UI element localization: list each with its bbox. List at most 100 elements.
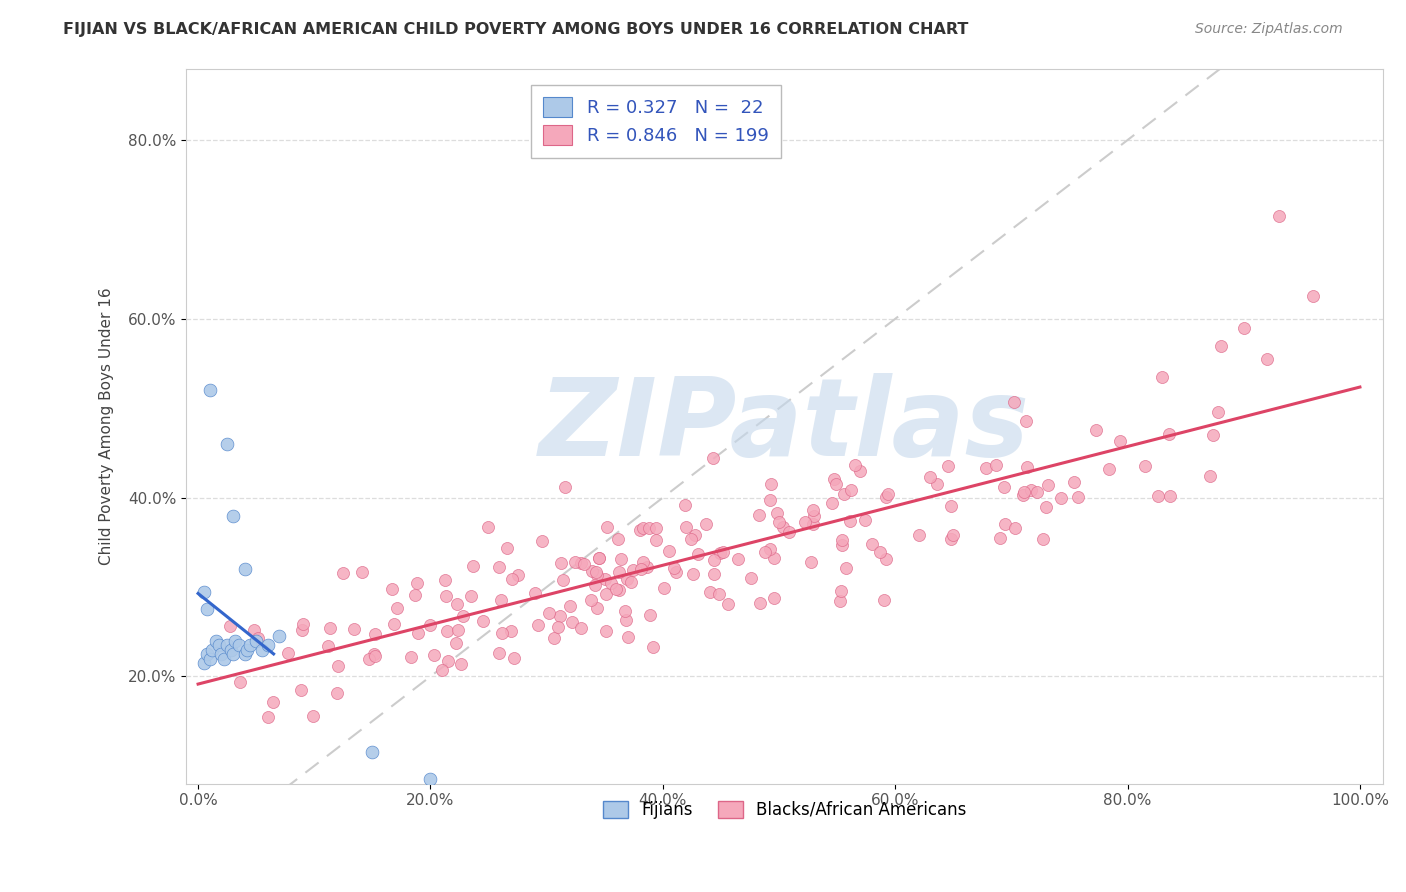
Point: [193, 584, 215, 599]
Point: [579, 592, 602, 607]
Point: [621, 563, 644, 577]
Point: [711, 545, 734, 559]
Point: [561, 615, 583, 629]
Point: [803, 509, 825, 524]
Point: [198, 384, 221, 398]
Point: [385, 601, 408, 615]
Point: [357, 652, 380, 666]
Point: [616, 630, 638, 644]
Point: [873, 593, 896, 607]
Y-axis label: Child Poverty Among Boys Under 16: Child Poverty Among Boys Under 16: [100, 287, 114, 565]
Point: [1202, 427, 1225, 442]
Point: [588, 550, 610, 565]
Point: [588, 550, 610, 565]
Point: [222, 508, 245, 523]
Point: [699, 584, 721, 599]
Point: [219, 618, 242, 632]
Point: [495, 541, 517, 556]
Point: [994, 516, 1017, 531]
Point: [581, 565, 603, 579]
Point: [616, 572, 638, 586]
Point: [984, 458, 1007, 472]
Point: [1133, 458, 1156, 473]
Point: [477, 520, 499, 534]
Point: [609, 552, 631, 566]
Point: [593, 572, 616, 586]
Point: [460, 590, 482, 604]
Point: [489, 593, 512, 607]
Point: [628, 524, 651, 538]
Point: [759, 493, 782, 508]
Point: [1146, 489, 1168, 503]
Point: [1004, 521, 1026, 535]
Point: [450, 657, 472, 672]
Point: [326, 659, 349, 673]
Point: [433, 574, 456, 588]
Point: [607, 565, 630, 579]
Point: [1063, 475, 1085, 489]
Point: [990, 531, 1012, 545]
Point: [832, 487, 855, 501]
Point: [830, 584, 852, 599]
Point: [936, 459, 959, 474]
Point: [569, 621, 592, 635]
Point: [382, 617, 405, 632]
Point: [212, 651, 235, 665]
Point: [1209, 339, 1232, 353]
Point: [641, 640, 664, 654]
Point: [834, 561, 856, 575]
Point: [631, 555, 654, 569]
Point: [538, 606, 561, 620]
Point: [831, 533, 853, 547]
Point: [1206, 405, 1229, 419]
Point: [993, 480, 1015, 494]
Point: [939, 499, 962, 513]
Point: [1021, 483, 1043, 498]
Point: [799, 555, 821, 569]
Point: [838, 514, 860, 528]
Point: [526, 618, 548, 632]
Point: [703, 566, 725, 581]
Point: [679, 532, 702, 546]
Point: [292, 617, 315, 632]
Point: [488, 559, 510, 574]
Point: [824, 477, 846, 491]
Point: [406, 626, 429, 640]
Point: [839, 483, 862, 497]
Point: [501, 572, 523, 586]
Point: [1256, 352, 1278, 367]
Point: [364, 648, 387, 663]
Point: [423, 648, 446, 662]
Point: [419, 618, 441, 632]
Point: [637, 521, 659, 535]
Point: [228, 638, 250, 652]
Point: [939, 532, 962, 546]
Point: [352, 565, 374, 579]
Point: [432, 664, 454, 678]
Point: [224, 633, 246, 648]
Point: [1159, 489, 1181, 503]
Point: [585, 568, 607, 582]
Point: [709, 546, 731, 560]
Point: [524, 586, 547, 600]
Point: [925, 477, 948, 491]
Point: [801, 502, 824, 516]
Point: [645, 521, 668, 535]
Point: [463, 559, 485, 574]
Point: [658, 543, 681, 558]
Point: [727, 552, 749, 566]
Point: [631, 521, 654, 535]
Point: [1085, 423, 1108, 437]
Point: [596, 520, 619, 534]
Point: [614, 613, 637, 627]
Point: [326, 686, 349, 700]
Point: [1012, 485, 1035, 500]
Point: [243, 624, 266, 638]
Point: [291, 623, 314, 637]
Point: [607, 532, 630, 546]
Point: [605, 582, 627, 597]
Point: [1157, 426, 1180, 441]
Point: [332, 566, 354, 580]
Point: [363, 647, 385, 661]
Point: [821, 496, 844, 510]
